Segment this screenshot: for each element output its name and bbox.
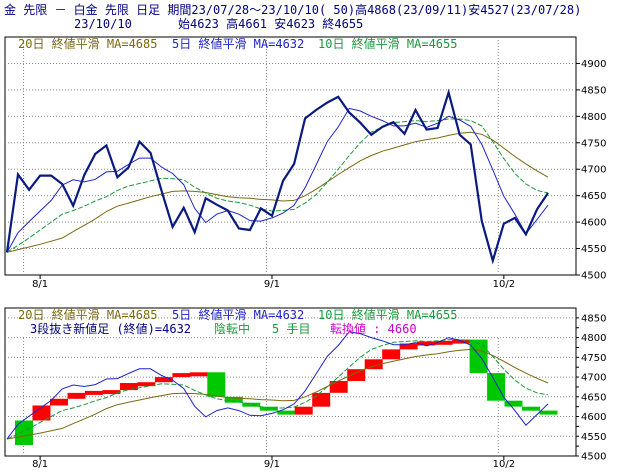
renko-up-brick — [364, 359, 383, 370]
ma20-line — [6, 348, 549, 440]
renko-up-brick — [382, 349, 401, 360]
chart-header-ohlc: 始4623 高4661 安4623 終4655 — [178, 16, 363, 31]
bottom-x-tick-label: 9/1 — [264, 459, 280, 470]
renko-up-brick — [84, 390, 103, 395]
renko-up-brick — [294, 406, 313, 415]
renko-up-brick — [119, 383, 138, 391]
top-y-tick-label: 4550 — [581, 244, 606, 255]
bottom-x-tick-label: 8/1 — [32, 459, 48, 470]
renko-up-brick — [137, 382, 156, 387]
renko-down-brick — [469, 339, 488, 374]
top-x-axis: 8/1 9/1 10/2 — [32, 275, 515, 290]
bottom-y-tick-label: 4500 — [581, 452, 606, 463]
renko-up-brick — [50, 398, 68, 406]
ma5-line — [6, 107, 549, 253]
renko-up-brick — [102, 390, 121, 395]
top-y-axis: 4500 4550 4600 4650 4700 4750 4800 4850 4900 — [576, 59, 606, 282]
renko-down-brick — [15, 420, 33, 445]
renko-up-brick — [32, 405, 51, 421]
legend-top-ma5: 5日 終値平滑 MA=4632 — [172, 36, 304, 51]
top-y-tick-label: 4700 — [581, 165, 606, 176]
renko-up-brick — [172, 373, 191, 378]
renko-reversal-label: 転換値 : 4660 — [330, 321, 417, 336]
renko-down-brick — [522, 406, 540, 411]
renko-up-brick — [312, 392, 331, 407]
top-series — [5, 88, 549, 265]
renko-up-brick — [347, 369, 366, 381]
bottom-y-tick-label: 4600 — [581, 412, 606, 423]
renko-up-brick — [67, 392, 86, 399]
bottom-y-tick-label: 4750 — [581, 353, 606, 364]
renko-up-brick — [452, 339, 471, 344]
bottom-y-tick-label: 4650 — [581, 392, 606, 403]
renko-down-brick — [242, 402, 261, 407]
bottom-series — [6, 331, 549, 440]
renko-down-brick — [487, 373, 506, 401]
renko-down-brick — [277, 410, 296, 415]
top-y-tick-label: 4500 — [581, 271, 606, 282]
ma5-line — [6, 331, 549, 440]
renko-down-brick — [539, 410, 558, 415]
top-y-tick-label: 4750 — [581, 138, 606, 149]
renko-down-brick — [207, 372, 226, 397]
renko-up-brick — [417, 341, 436, 346]
legend-bottom-ma5: 5日 終値平滑 MA=4632 — [172, 307, 304, 322]
renko-up-brick — [399, 343, 418, 350]
top-y-tick-label: 4800 — [581, 112, 606, 123]
renko-down-brick — [259, 406, 278, 411]
bottom-y-tick-label: 4550 — [581, 432, 606, 443]
bottom-x-tick-label: 10/2 — [493, 459, 515, 470]
renko-trend-label: 陰転中 — [214, 321, 250, 336]
renko-up-brick — [189, 372, 208, 377]
renko-value-label: 3段抜き新値足 (終値)=4632 — [30, 321, 191, 336]
top-y-tick-label: 4850 — [581, 85, 606, 96]
bottom-bricks — [15, 339, 558, 445]
renko-up-brick — [154, 377, 173, 383]
top-x-tick-label: 10/2 — [493, 279, 515, 290]
renko-down-brick — [224, 396, 243, 403]
chart-header-title: 金 先限 － 白金 先限 日足 期間23/07/28～23/10/10( 50)… — [4, 2, 581, 17]
legend-top-ma20: 20日 終値平滑 MA=4685 — [18, 36, 157, 51]
top-panel-frame — [4, 36, 577, 276]
legend-top-ma10: 10日 終値平滑 MA=4655 — [318, 36, 457, 51]
top-x-tick-label: 9/1 — [264, 279, 280, 290]
top-y-tick-label: 4650 — [581, 191, 606, 202]
bottom-y-tick-label: 4700 — [581, 373, 606, 384]
chart-header-date: 23/10/10 — [74, 17, 132, 31]
top-x-tick-label: 8/1 — [32, 279, 48, 290]
top-y-tick-label: 4900 — [581, 59, 606, 70]
renko-up-brick — [329, 381, 348, 393]
renko-down-brick — [504, 400, 523, 407]
bottom-y-tick-label: 4800 — [581, 333, 606, 344]
renko-step-label: 5 手目 — [272, 322, 310, 336]
bottom-x-axis: 8/1 9/1 10/2 — [32, 456, 515, 470]
top-y-tick-label: 4600 — [581, 218, 606, 229]
renko-up-brick — [434, 340, 453, 345]
legend-bottom-ma10: 10日 終値平滑 MA=4655 — [318, 307, 457, 322]
bottom-y-axis: 4500 4550 4600 4650 4700 4750 4800 4850 — [576, 313, 606, 463]
price-line — [5, 88, 549, 265]
legend-bottom-ma20: 20日 終値平滑 MA=4685 — [18, 307, 157, 322]
bottom-y-tick-label: 4850 — [581, 313, 606, 324]
bottom-grid — [5, 317, 576, 456]
